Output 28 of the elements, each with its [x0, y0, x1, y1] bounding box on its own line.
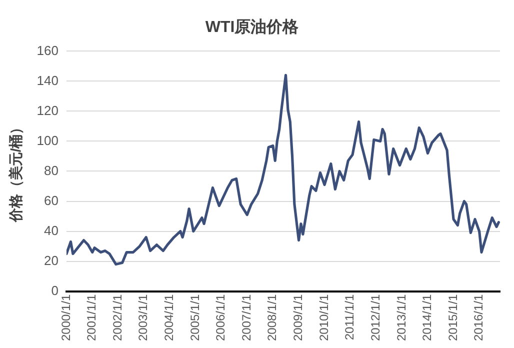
- x-tick-label: 2011/1/1: [342, 294, 357, 340]
- y-tick-label: 100: [36, 132, 58, 148]
- y-axis-title: 价格（美元/桶）: [7, 120, 24, 224]
- y-tick-label: 60: [44, 192, 58, 208]
- y-tick-label: 40: [44, 222, 58, 238]
- y-tick-label: 120: [36, 102, 58, 118]
- y-tick-label: 20: [44, 252, 58, 268]
- x-tick-label: 2002/1/1: [110, 294, 124, 342]
- x-tick-label: 2014/1/1: [420, 294, 434, 342]
- x-tick-label: 2015/1/1: [446, 294, 460, 342]
- x-tick-label: 2012/1/1: [368, 294, 382, 342]
- y-tick-label: 140: [36, 72, 58, 88]
- x-tick-label: 2001/1/1: [84, 294, 99, 342]
- x-tick-label: 2000/1/1: [58, 294, 73, 342]
- y-tick-label: 80: [44, 162, 58, 178]
- x-tick-label: 2005/1/1: [188, 294, 202, 342]
- x-tick-label: 2007/1/1: [239, 294, 254, 342]
- x-tick-label: 2003/1/1: [136, 294, 150, 342]
- y-tick-label: 160: [36, 42, 58, 58]
- x-tick-label: 2013/1/1: [394, 294, 408, 342]
- x-tick-label: 2006/1/1: [214, 294, 228, 342]
- y-tick-label: 0: [51, 282, 58, 298]
- x-tick-label: 2016/1/1: [472, 294, 486, 342]
- x-tick-label: 2009/1/1: [291, 294, 306, 342]
- x-tick-label: 2004/1/1: [162, 294, 176, 342]
- x-tick-label: 2010/1/1: [316, 294, 331, 342]
- x-tick-label: 2008/1/1: [265, 294, 280, 342]
- chart-title: WTI原油价格: [205, 18, 300, 36]
